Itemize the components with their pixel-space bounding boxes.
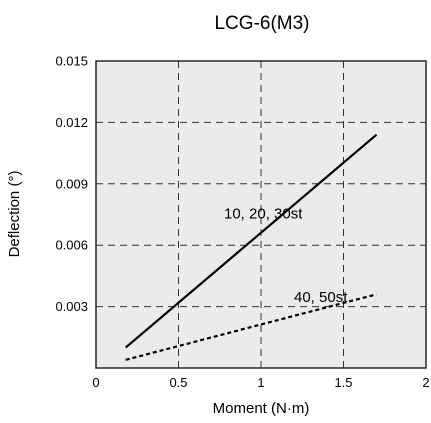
y-tick-label: 0.012 — [55, 115, 88, 130]
series-line — [125, 293, 377, 361]
x-axis-ticks: 0 0.5 1 1.5 2 — [92, 375, 429, 390]
y-tick-label: 0.006 — [55, 238, 88, 253]
x-axis-label: Moment (N·m) — [213, 400, 310, 417]
series-layer: 10, 20, 30st 40, 50st — [124, 133, 378, 361]
x-tick-label: 1 — [257, 375, 264, 390]
plot-frame — [95, 60, 427, 369]
y-axis-label: Deflection (°) — [6, 171, 23, 258]
x-tick-label: 0.5 — [169, 375, 187, 390]
y-tick-label: 0.015 — [55, 54, 88, 69]
grid-lines — [96, 61, 426, 368]
chart-title: LCG-6(M3) — [214, 13, 309, 34]
y-tick-label: 0.009 — [55, 176, 88, 191]
series-label: 10, 20, 30st — [224, 206, 303, 223]
series-line — [124, 133, 378, 349]
x-tick-label: 2 — [422, 375, 429, 390]
y-tick-label: 0.003 — [55, 299, 88, 314]
x-tick-label: 1.5 — [334, 375, 352, 390]
series-label: 40, 50st — [294, 289, 348, 306]
y-axis-ticks: 0.003 0.006 0.009 0.012 0.015 — [55, 54, 88, 315]
x-tick-label: 0 — [92, 375, 99, 390]
